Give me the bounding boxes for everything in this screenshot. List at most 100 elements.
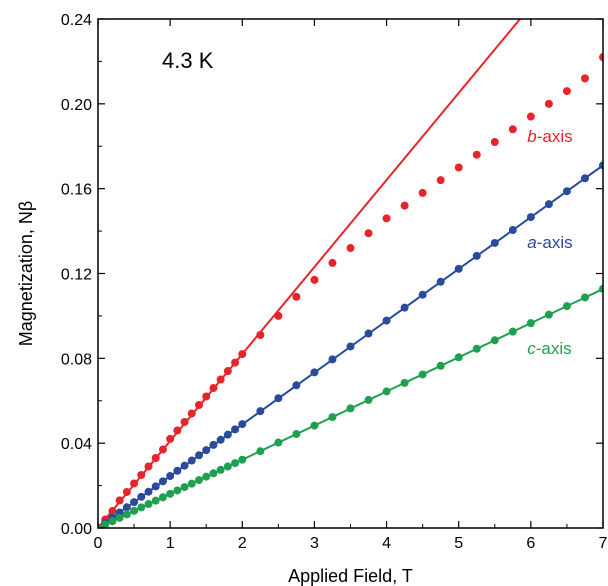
data-point: [544, 310, 553, 319]
data-point: [216, 435, 225, 444]
data-point: [346, 244, 355, 253]
data-point: [526, 112, 535, 121]
data-point: [562, 302, 571, 311]
data-point: [238, 350, 247, 359]
data-point: [151, 454, 160, 463]
data-point: [180, 417, 189, 426]
data-point: [274, 311, 283, 320]
data-point: [122, 510, 131, 519]
series-label-c-axis: c-axis: [527, 339, 571, 358]
data-point: [115, 496, 124, 505]
data-point: [382, 387, 391, 396]
data-point: [173, 486, 182, 495]
data-point: [436, 277, 445, 286]
data-point: [130, 506, 139, 515]
data-point: [122, 487, 131, 496]
data-point: [187, 456, 196, 465]
data-point: [292, 430, 301, 439]
data-point: [599, 53, 603, 62]
data-point: [173, 466, 182, 475]
data-point: [195, 476, 203, 485]
data-point: [144, 500, 153, 509]
data-point: [599, 284, 603, 293]
data-point: [364, 395, 373, 404]
data-point: [310, 421, 319, 430]
x-tick-label: 3: [310, 535, 319, 552]
series-label-italic: b: [527, 127, 536, 146]
series-label-rest: -axis: [536, 339, 572, 358]
data-point: [400, 303, 409, 312]
data-point: [328, 355, 337, 364]
x-axis-title: Applied Field, T: [288, 566, 413, 586]
data-point: [346, 342, 355, 351]
data-point: [166, 489, 175, 498]
series-b-axis: [98, 19, 603, 528]
data-point: [490, 336, 499, 345]
y-tick-label: 0.00: [61, 521, 92, 538]
data-point: [115, 513, 124, 522]
data-point: [202, 392, 211, 401]
y-axis-ticks: 0.00 0.04 0.08 0.12 0.16 0.20 0.24: [61, 12, 603, 538]
data-point: [130, 498, 139, 507]
data-point: [144, 487, 153, 496]
x-tick-label: 2: [238, 535, 247, 552]
y-tick-label: 0.16: [61, 182, 92, 199]
data-point: [418, 290, 427, 299]
data-point: [158, 493, 167, 502]
series-c-axis: [98, 284, 603, 528]
series-layer: [98, 19, 603, 528]
data-point: [508, 125, 517, 134]
data-point: [223, 430, 232, 439]
data-point: [562, 87, 571, 96]
data-point: [310, 275, 319, 284]
data-point: [101, 520, 110, 528]
data-point: [158, 445, 167, 454]
data-point: [418, 188, 427, 197]
data-point: [256, 447, 265, 456]
data-point: [209, 384, 218, 393]
data-point: [223, 462, 232, 471]
data-point: [364, 229, 373, 238]
data-point: [216, 375, 225, 384]
data-point: [108, 507, 117, 516]
data-point: [508, 226, 517, 235]
series-label-rest: -axis: [537, 233, 573, 252]
data-point: [209, 469, 218, 478]
data-point: [151, 482, 160, 491]
data-point: [526, 213, 535, 222]
data-point: [580, 293, 589, 302]
x-tick-label: 7: [599, 535, 608, 552]
data-point: [180, 461, 189, 470]
data-point: [137, 470, 146, 479]
series-label-a-axis: a-axis: [527, 233, 572, 252]
series-label-italic: c: [527, 339, 536, 358]
data-point: [364, 329, 373, 338]
data-point: [274, 394, 283, 403]
data-point: [166, 472, 175, 481]
data-point: [166, 434, 175, 443]
data-point: [202, 446, 211, 455]
data-point: [562, 187, 571, 196]
data-point: [231, 425, 240, 434]
data-point: [310, 368, 319, 377]
data-point: [544, 200, 553, 209]
fit-line-b-axis: [98, 19, 521, 528]
y-axis-title: Magnetization, Nβ: [16, 201, 36, 346]
data-point: [256, 407, 265, 416]
x-tick-label: 1: [166, 535, 175, 552]
x-tick-label: 4: [382, 535, 391, 552]
data-point: [292, 381, 301, 390]
data-point: [180, 483, 189, 492]
x-tick-label: 5: [454, 535, 463, 552]
data-point: [238, 455, 247, 464]
data-point: [231, 358, 240, 367]
data-point: [202, 472, 211, 481]
data-point: [526, 319, 535, 328]
y-tick-label: 0.08: [61, 351, 92, 368]
data-point: [195, 400, 203, 409]
series-label-italic: a: [527, 233, 536, 252]
data-point: [490, 138, 499, 147]
data-point: [130, 479, 139, 488]
